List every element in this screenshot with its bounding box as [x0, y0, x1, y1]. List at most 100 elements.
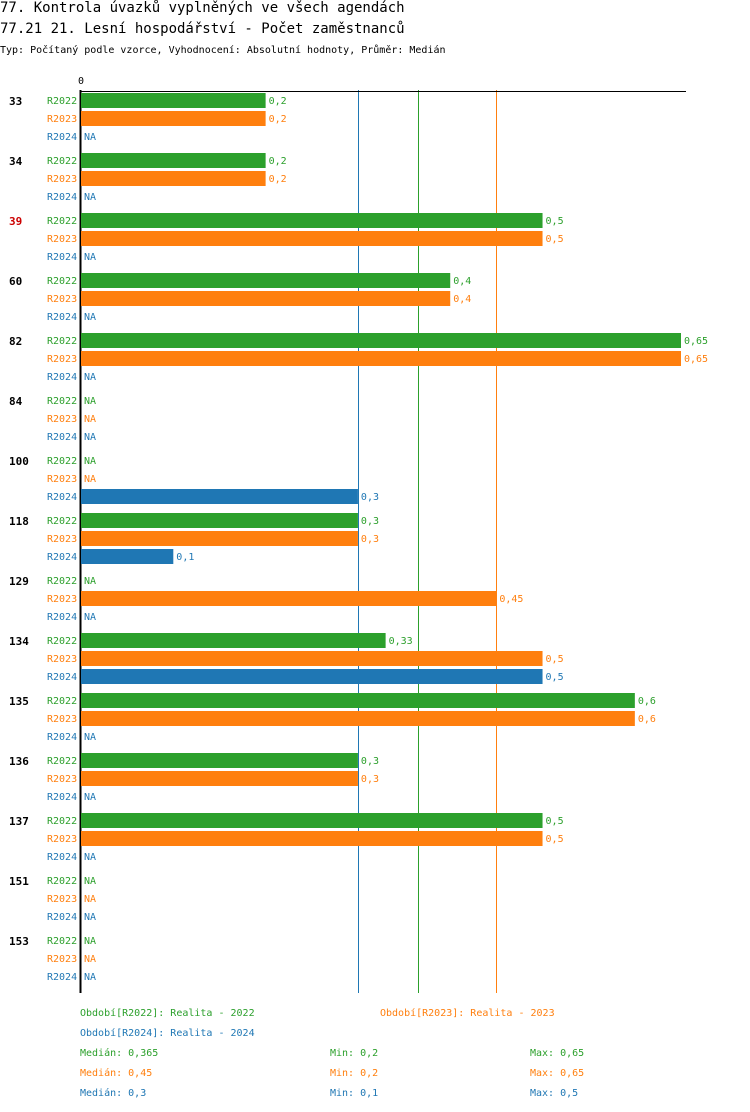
series-label-153-r2022: R2022 [47, 936, 77, 947]
series-label-153-r2024: R2024 [47, 972, 77, 983]
na-label-137-r2024: NA [84, 852, 96, 863]
na-label-60-r2024: NA [84, 312, 96, 323]
series-label-134-r2023: R2023 [47, 654, 77, 665]
value-label-33-r2023: 0,2 [269, 114, 287, 125]
na-label-129-r2024: NA [84, 612, 96, 623]
stat-r2022-max: Max: 0,65 [530, 1048, 585, 1059]
na-label-34-r2024: NA [84, 192, 96, 203]
bar-118-r2024 [81, 549, 174, 564]
bar-136-r2023 [81, 771, 358, 786]
series-label-151-r2022: R2022 [47, 876, 77, 887]
value-label-39-r2023: 0,5 [546, 234, 564, 245]
value-label-136-r2022: 0,3 [361, 756, 379, 767]
bar-134-r2022 [81, 633, 386, 648]
category-label-60: 60 [9, 275, 22, 288]
value-label-82-r2023: 0,65 [684, 354, 708, 365]
series-label-60-r2023: R2023 [47, 294, 77, 305]
category-label-153: 153 [9, 935, 29, 948]
bar-118-r2022 [81, 513, 358, 528]
series-label-118-r2022: R2022 [47, 516, 77, 527]
bar-39-r2022 [81, 213, 543, 228]
chart-title: 77. Kontrola úvazků vyplněných ve všech … [0, 0, 405, 16]
series-label-137-r2022: R2022 [47, 816, 77, 827]
series-label-84-r2022: R2022 [47, 396, 77, 407]
series-label-84-r2024: R2024 [47, 432, 77, 443]
value-label-134-r2023: 0,5 [546, 654, 564, 665]
category-label-33: 33 [9, 95, 22, 108]
series-label-100-r2022: R2022 [47, 456, 77, 467]
category-label-136: 136 [9, 755, 29, 768]
bar-33-r2023 [81, 111, 266, 126]
stat-r2023-min: Min: 0,2 [330, 1068, 379, 1079]
series-label-34-r2022: R2022 [47, 156, 77, 167]
series-label-82-r2023: R2023 [47, 354, 77, 365]
stat-r2022-min: Min: 0,2 [330, 1048, 379, 1059]
series-label-136-r2023: R2023 [47, 774, 77, 785]
value-label-39-r2022: 0,5 [546, 216, 564, 227]
bar-33-r2022 [81, 93, 266, 108]
legend-r2024: Období[R2024]: Realita - 2024 [80, 1028, 255, 1039]
legend-r2023: Období[R2023]: Realita - 2023 [380, 1008, 555, 1019]
na-label-82-r2024: NA [84, 372, 96, 383]
series-label-33-r2024: R2024 [47, 132, 77, 143]
series-label-39-r2024: R2024 [47, 252, 77, 263]
series-label-60-r2022: R2022 [47, 276, 77, 287]
series-label-129-r2024: R2024 [47, 612, 77, 623]
na-label-151-r2023: NA [84, 894, 96, 905]
category-label-84: 84 [9, 395, 23, 408]
value-label-134-r2022: 0,33 [389, 636, 413, 647]
stat-r2024-max: Max: 0,5 [530, 1088, 579, 1099]
series-label-118-r2023: R2023 [47, 534, 77, 545]
bar-34-r2022 [81, 153, 266, 168]
series-label-135-r2023: R2023 [47, 714, 77, 725]
na-label-84-r2024: NA [84, 432, 96, 443]
bar-136-r2022 [81, 753, 358, 768]
bar-137-r2023 [81, 831, 543, 846]
stat-r2024-min: Min: 0,1 [330, 1088, 379, 1099]
value-label-135-r2022: 0,6 [638, 696, 656, 707]
category-label-39: 39 [9, 215, 22, 228]
series-label-82-r2022: R2022 [47, 336, 77, 347]
bar-100-r2024 [81, 489, 358, 504]
value-label-118-r2022: 0,3 [361, 516, 379, 527]
category-label-134: 134 [9, 635, 29, 648]
value-label-82-r2022: 0,65 [684, 336, 708, 347]
bar-135-r2023 [81, 711, 635, 726]
category-label-151: 151 [9, 875, 29, 888]
value-label-34-r2022: 0,2 [269, 156, 287, 167]
series-label-135-r2022: R2022 [47, 696, 77, 707]
series-label-100-r2023: R2023 [47, 474, 77, 485]
value-label-118-r2023: 0,3 [361, 534, 379, 545]
na-label-153-r2024: NA [84, 972, 96, 983]
stat-r2022-median: Medián: 0,365 [80, 1048, 159, 1059]
series-label-84-r2023: R2023 [47, 414, 77, 425]
x-axis-zero-label: 0 [78, 76, 84, 87]
series-label-153-r2023: R2023 [47, 954, 77, 965]
na-label-151-r2024: NA [84, 912, 96, 923]
series-label-134-r2024: R2024 [47, 672, 77, 683]
stat-r2024-median: Medián: 0,3 [80, 1088, 147, 1099]
series-label-118-r2024: R2024 [47, 552, 77, 563]
value-label-129-r2023: 0,45 [499, 594, 523, 605]
bar-34-r2023 [81, 171, 266, 186]
value-label-33-r2022: 0,2 [269, 96, 287, 107]
bar-60-r2022 [81, 273, 451, 288]
series-label-39-r2022: R2022 [47, 216, 77, 227]
bar-82-r2022 [81, 333, 681, 348]
series-label-129-r2023: R2023 [47, 594, 77, 605]
category-label-118: 118 [9, 515, 29, 528]
value-label-134-r2024: 0,5 [546, 672, 564, 683]
na-label-129-r2022: NA [84, 576, 96, 587]
category-label-135: 135 [9, 695, 29, 708]
value-label-137-r2023: 0,5 [546, 834, 564, 845]
series-label-33-r2022: R2022 [47, 96, 77, 107]
series-label-39-r2023: R2023 [47, 234, 77, 245]
series-label-60-r2024: R2024 [47, 312, 77, 323]
series-label-34-r2023: R2023 [47, 174, 77, 185]
na-label-151-r2022: NA [84, 876, 96, 887]
bar-134-r2023 [81, 651, 543, 666]
value-label-135-r2023: 0,6 [638, 714, 656, 725]
stat-r2023-median: Medián: 0,45 [80, 1068, 153, 1079]
na-label-84-r2023: NA [84, 414, 96, 425]
series-label-137-r2024: R2024 [47, 852, 77, 863]
